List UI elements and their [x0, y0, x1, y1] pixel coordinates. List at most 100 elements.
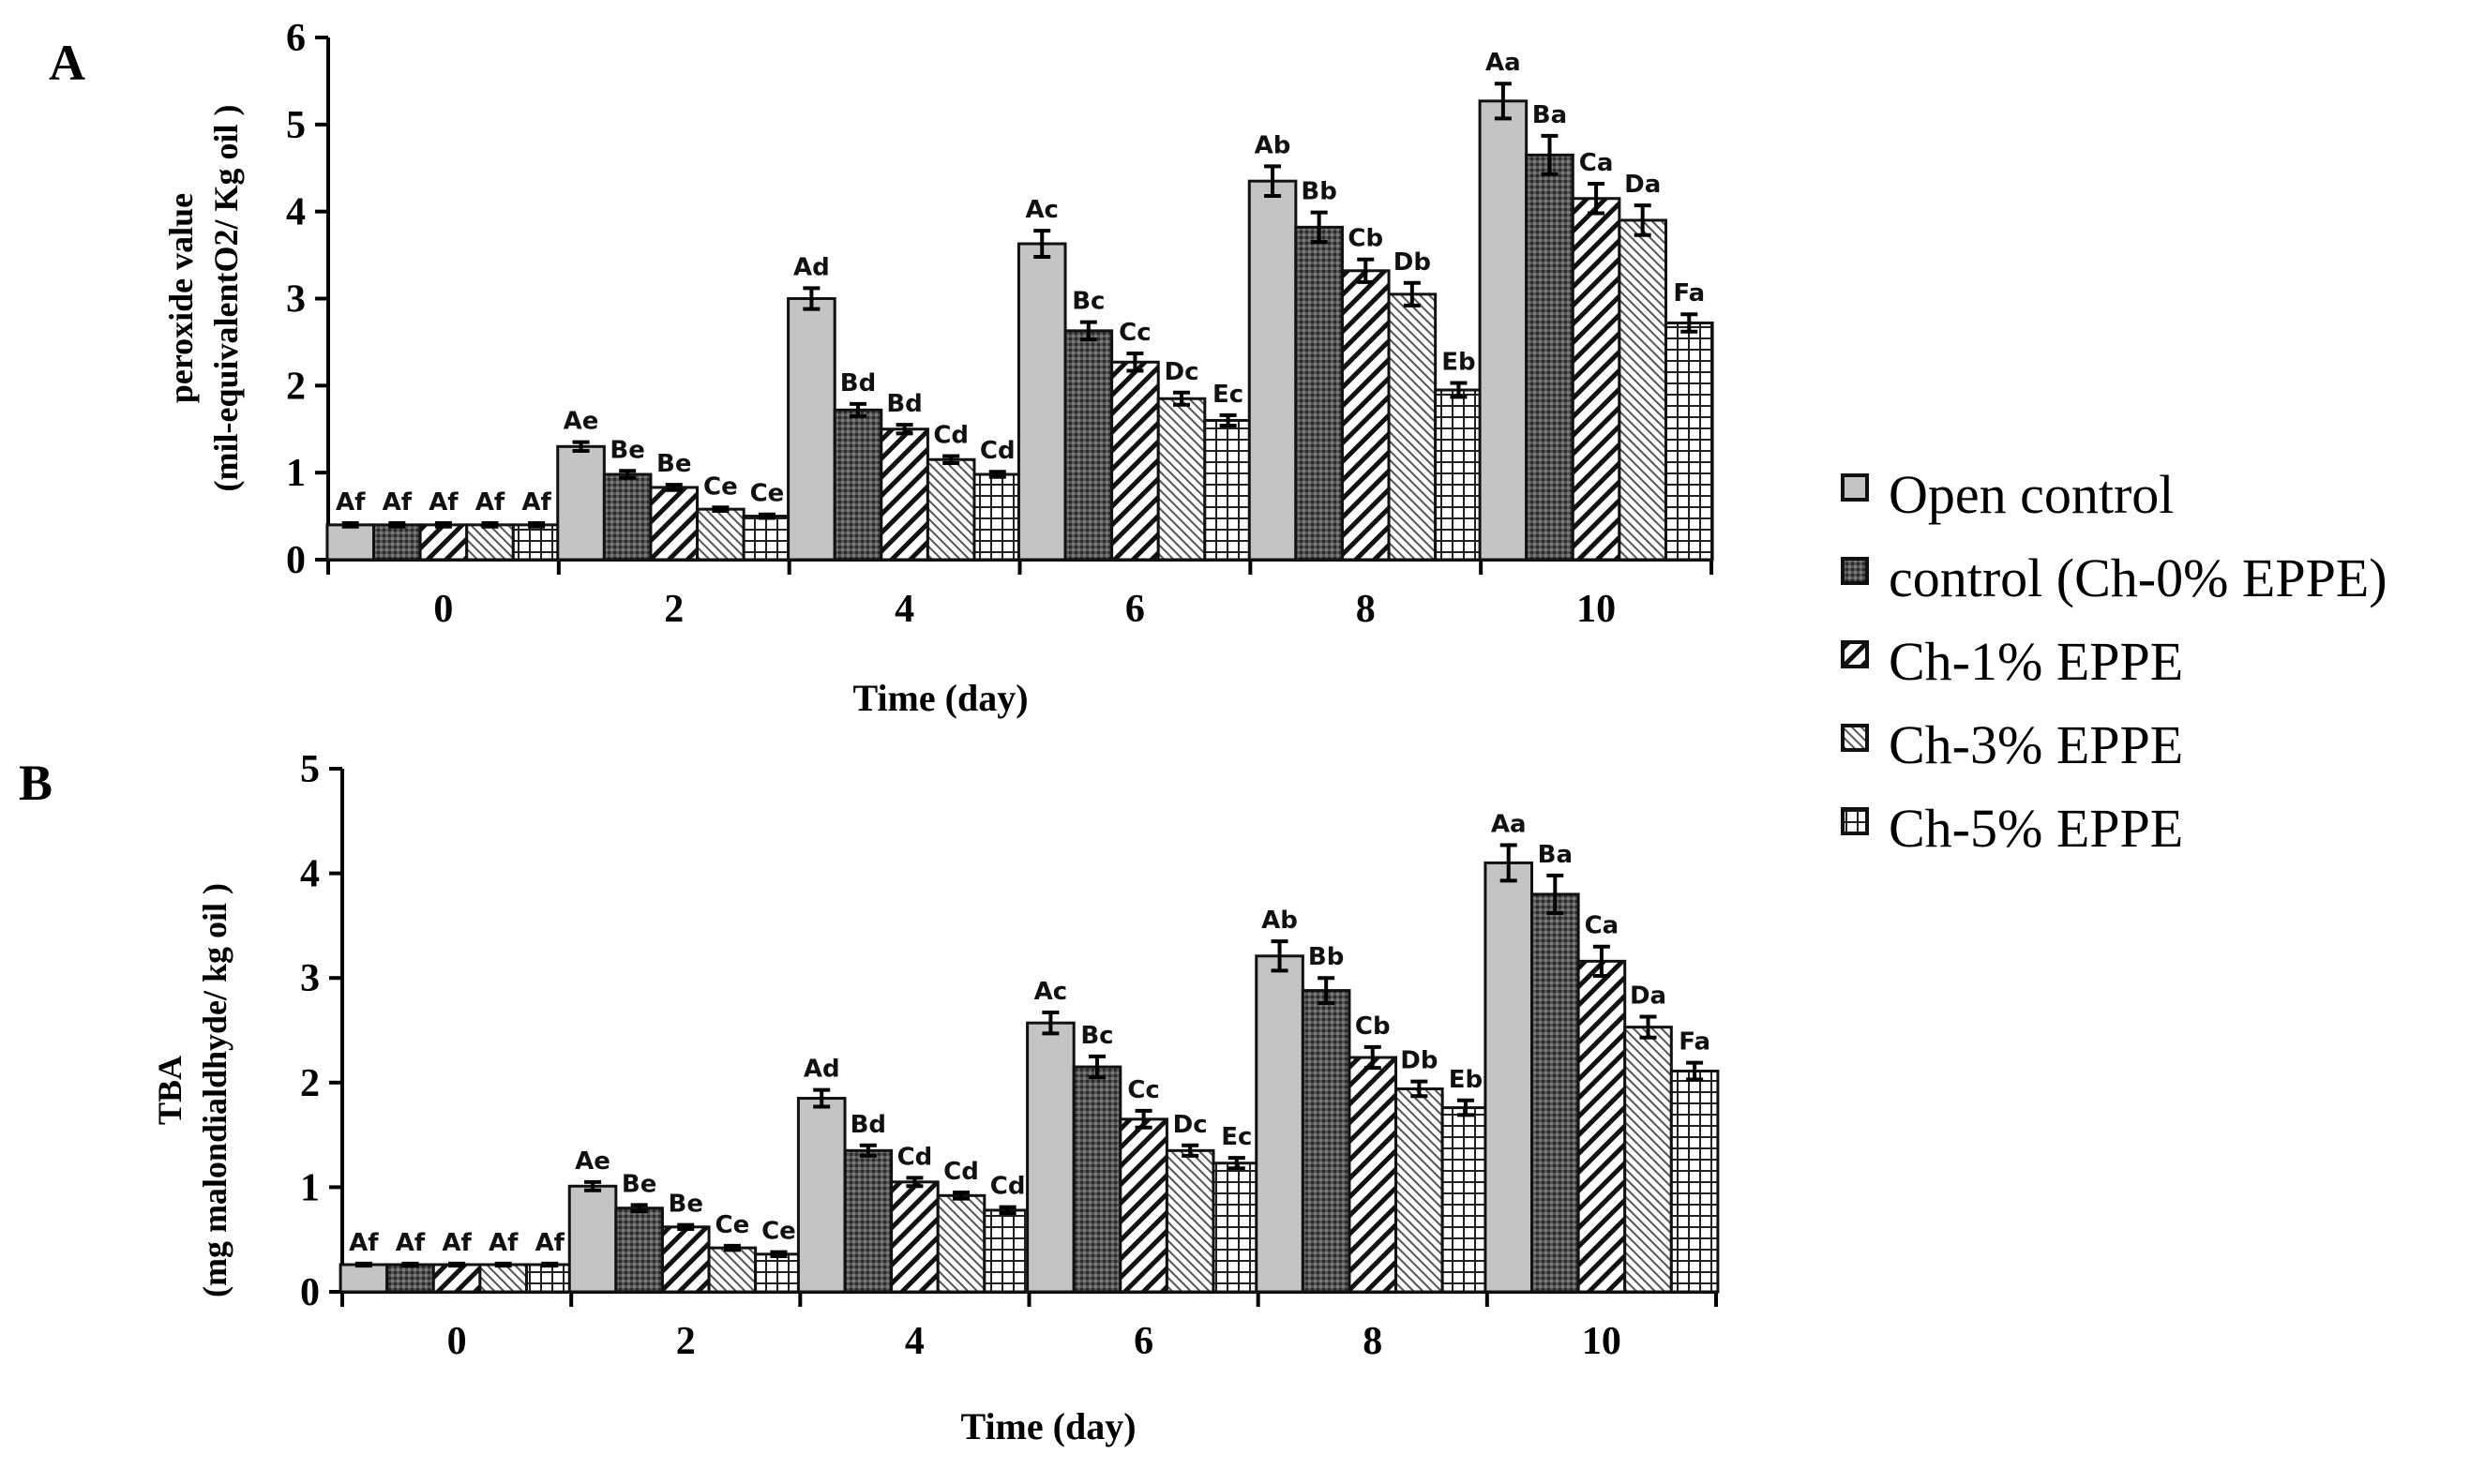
panel-a-x-tick-label: 8: [1356, 588, 1376, 631]
panel-b-bar-ch-5: [1669, 1070, 1720, 1294]
panel-b-bar-label: Eb: [1449, 1066, 1483, 1094]
panel-a-bar-ch-1: [649, 486, 700, 562]
panel-b-bar-control: [1530, 892, 1580, 1294]
panel-a-bar-control: [602, 472, 653, 562]
panel-a-y-tick-label: 1: [286, 452, 306, 495]
panel-a-chart: 0 1 2 3 4 5 6 0 2 4 6 8 10 Af Af Af Af Af Ae Be Be Ce Ce Ad Bd Bd…: [286, 17, 1714, 631]
legend-swatch-ch-5: [1841, 807, 1869, 835]
panel-b-bar-open-control: [1484, 861, 1534, 1294]
panel-a-bar-ch-3: [465, 523, 515, 562]
panel-b-bar-label: Cd: [943, 1158, 979, 1186]
panel-b-y-tick-label: 3: [300, 957, 320, 1000]
panel-b-bar-label: Af: [489, 1229, 519, 1257]
panel-b-bar-label: Ca: [1585, 912, 1619, 940]
panel-b-bar-label: Bd: [851, 1111, 886, 1139]
panel-b-bar-ch-3: [936, 1193, 986, 1294]
panel-a-bar-ch-3: [1618, 218, 1667, 562]
panel-b-bar-label: Cb: [1355, 1012, 1391, 1041]
panel-a-bar-ch-1: [1110, 360, 1160, 562]
panel-a-x-tick-label: 10: [1576, 588, 1616, 631]
panel-a-bar-label: Af: [383, 488, 413, 517]
panel-b-chart: 0 1 2 3 4 5 0 2 4 6 8 10 Af Af Af Af Af Ae Be Be Ce Ce Ad Bd Cd C…: [300, 748, 1720, 1363]
panel-b-bar-control: [614, 1207, 664, 1294]
panel-a-bar-label: Bb: [1301, 178, 1336, 206]
panel-a-bar-ch-3: [926, 457, 976, 562]
panel-b-bar-open-control: [567, 1184, 618, 1294]
panel-a-xlabel: Time (day): [852, 677, 1028, 719]
panel-a-ylabel: peroxide value: [162, 193, 200, 403]
panel-b-bar-ch-5: [983, 1208, 1032, 1294]
panel-b-x-tick-label: 4: [905, 1320, 925, 1363]
panel-a-bar-label: Aa: [1485, 49, 1521, 77]
panel-b-bar-label: Cd: [990, 1173, 1026, 1201]
legend-label-open-control: Open control: [1889, 464, 2174, 525]
panel-b-y-tick-label: 2: [300, 1062, 320, 1105]
legend-swatch-control: [1841, 557, 1869, 585]
panel-b-bar-label: Ce: [715, 1211, 749, 1239]
panel-a-bar-label: Da: [1624, 171, 1661, 199]
panel-b-bar-ch-5: [1440, 1106, 1491, 1294]
panel-b-bar-label: Ec: [1221, 1123, 1252, 1151]
panel-b-bar-control: [1301, 989, 1351, 1294]
panel-b-bar-label: Ba: [1538, 841, 1573, 869]
panel-b-bar-label: Cd: [897, 1143, 933, 1171]
panel-b-bar-ch-1: [1576, 959, 1627, 1294]
panel-b-bar-label: Aa: [1491, 810, 1527, 838]
legend-item-ch-3: Ch-3% EPPE: [1841, 714, 2183, 775]
panel-a-bar-label: Af: [336, 488, 366, 517]
panel-a-bar-ch-1: [1571, 197, 1621, 562]
panel-a-bar-open-control: [787, 297, 836, 562]
panel-a-bar-label: Cd: [980, 437, 1016, 465]
panel-b-bar-ch-1: [431, 1263, 482, 1294]
panel-a-y-tick-label: 5: [286, 104, 306, 147]
legend-swatch-ch-1: [1841, 640, 1869, 668]
panel-a-bar-label: Cd: [933, 422, 969, 450]
panel-b-ylabel: TBA: [151, 1056, 188, 1125]
panel-b-bar-label: Bc: [1080, 1022, 1113, 1050]
panel-b-bar-label: Ce: [761, 1218, 796, 1246]
panel-b-bar-label: Ac: [1034, 978, 1068, 1006]
panel-b-bar-ch-1: [1119, 1117, 1168, 1294]
panel-a-bar-ch-5: [1664, 321, 1714, 562]
panel-b-y-tick-label: 1: [300, 1166, 320, 1209]
panel-a-bar-label: Bd: [886, 390, 922, 418]
panel-b-bar-ch-5: [524, 1263, 575, 1294]
panel-a-bar-open-control: [556, 444, 606, 562]
panel-a-bar-label: Ca: [1579, 149, 1614, 177]
panel-a-bar-label: Ce: [703, 472, 738, 501]
panel-a-bar-label: Ec: [1212, 381, 1243, 409]
panel-b-bar-control: [385, 1263, 435, 1294]
panel-a-ylabel-units: (mil-equivalentO2/ Kg oil ): [207, 105, 245, 492]
legend-label-control: control (Ch-0% EPPE): [1889, 547, 2387, 608]
panel-a-bar-label: Cb: [1348, 225, 1383, 253]
panel-a-bar-label: Af: [521, 488, 551, 517]
panel-b-bar-label: Af: [442, 1229, 472, 1257]
panel-b-bar-label: Ad: [804, 1056, 840, 1084]
panel-a-bar-label: Af: [475, 488, 505, 517]
panel-a-bar-control: [1525, 153, 1574, 562]
panel-a-bar-label: Bd: [840, 369, 876, 397]
panel-a-bar-open-control: [325, 523, 376, 562]
panel-a-bar-label: Bc: [1072, 288, 1105, 316]
panel-b-bar-control: [843, 1148, 894, 1294]
panel-a-bar-ch-1: [418, 523, 469, 562]
panel-a-bar-ch-5: [1434, 388, 1484, 562]
panel-a-bar-label: Ad: [793, 253, 830, 281]
panel-a-bar-label: Cc: [1119, 319, 1152, 347]
panel-a-y-tick-label: 2: [286, 365, 306, 408]
panel-a-x-tick-label: 4: [895, 588, 914, 631]
legend-item-ch-5: Ch-5% EPPE: [1841, 798, 2183, 859]
panel-b-bar-ch-1: [1348, 1056, 1398, 1294]
panel-a-bar-open-control: [1478, 99, 1529, 562]
panel-b-bar-ch-5: [754, 1252, 804, 1294]
panel-a-bar-label: Dc: [1165, 358, 1199, 386]
legend-item-ch-1: Ch-1% EPPE: [1841, 631, 2183, 692]
legend: Open control control (Ch-0% EPPE) Ch-1% …: [1841, 464, 2387, 859]
panel-b-xlabel: Time (day): [960, 1405, 1136, 1447]
panel-a-bar-ch-3: [1387, 292, 1438, 562]
panel-a-bar-label: Ac: [1025, 196, 1059, 224]
panel-a-bar-open-control: [1017, 242, 1067, 562]
panel-a-bar-label: Ce: [750, 480, 785, 508]
panel-a-letter: A: [49, 35, 85, 91]
panel-a-bar-open-control: [1247, 179, 1298, 562]
